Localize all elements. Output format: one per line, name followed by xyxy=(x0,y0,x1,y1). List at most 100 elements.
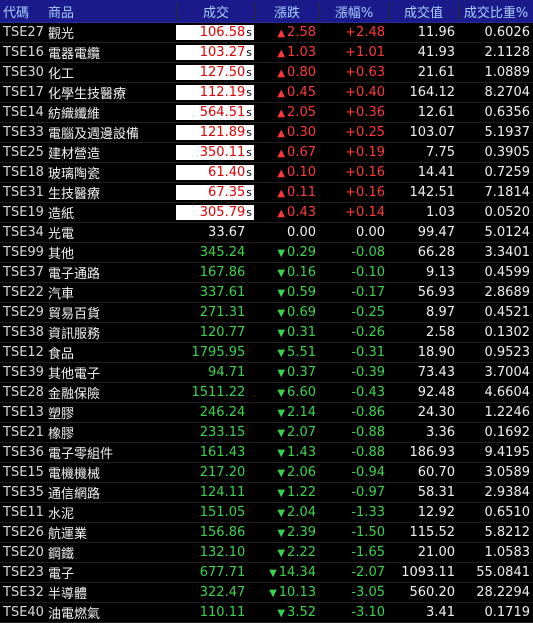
cell-code: TSE31 xyxy=(3,185,44,200)
table-row[interactable]: TSE31 生技醫療 67.35s ▲ 0.11 +0.16 142.51 7.1814 xyxy=(0,183,533,203)
table-row[interactable]: TSE15 電機機械 217.20s ▼ 2.06 -0.94 60.70 3.0589 xyxy=(0,463,533,483)
change-value: 0.59 xyxy=(287,285,316,300)
cell-price: 564.51s xyxy=(176,105,254,120)
table-row[interactable]: TSE37 電子通路 167.86s ▼ 0.16 -0.10 9.13 0.4599 xyxy=(0,263,533,283)
cell-code: TSE16 xyxy=(3,45,44,60)
cell-pct: +0.16 xyxy=(345,185,385,200)
down-triangle-icon: ▼ xyxy=(269,588,277,599)
price-value: 151.05 xyxy=(199,505,246,520)
cell-price: 1511.22s xyxy=(176,385,254,400)
col-header-change[interactable]: 漲跌 xyxy=(254,1,319,21)
table-row[interactable]: TSE39 其他電子 94.71s ▼ 0.37 -0.39 73.43 3.7004 xyxy=(0,363,533,383)
cell-name: 生技醫療 xyxy=(48,187,101,202)
cell-name: 貿易百貨 xyxy=(48,307,101,322)
change-value: 2.04 xyxy=(287,505,316,520)
price-suffix: s xyxy=(246,246,252,259)
table-row[interactable]: TSE27 觀光 106.58s ▲ 2.58 +2.48 11.96 0.6026 xyxy=(0,23,533,43)
cell-value: 186.93 xyxy=(409,445,456,460)
price-suffix: s xyxy=(246,346,252,359)
cell-value: 11.96 xyxy=(417,25,455,40)
change-value: 2.06 xyxy=(287,465,316,480)
down-triangle-icon: ▼ xyxy=(277,608,286,619)
price-value: 94.71 xyxy=(208,365,246,380)
price-value: 106.58 xyxy=(199,25,246,40)
col-header-ratio[interactable]: 成交比重% xyxy=(458,1,533,21)
cell-pct: +0.14 xyxy=(345,205,385,220)
table-row[interactable]: TSE13 塑膠 246.24s ▼ 2.14 -0.86 24.30 1.2246 xyxy=(0,403,533,423)
table-row[interactable]: TSE22 汽車 337.61s ▼ 0.59 -0.17 56.93 2.8689 xyxy=(0,283,533,303)
cell-price: 677.71s xyxy=(176,565,254,580)
cell-code: TSE21 xyxy=(3,425,44,440)
cell-value: 21.00 xyxy=(417,545,455,560)
price-value: 132.10 xyxy=(199,545,246,560)
table-row[interactable]: TSE21 橡膠 233.15s ▼ 2.07 -0.88 3.36 0.1692 xyxy=(0,423,533,443)
cell-value: 115.52 xyxy=(409,525,456,540)
table-row[interactable]: TSE23 電子 677.71s ▼ 14.34 -2.07 1093.11 55.0841 xyxy=(0,563,533,583)
cell-value: 9.13 xyxy=(426,265,455,280)
cell-value: 41.93 xyxy=(417,45,455,60)
table-row[interactable]: TSE12 食品 1795.95s ▼ 5.51 -0.31 18.90 0.9523 xyxy=(0,343,533,363)
table-row[interactable]: TSE17 化學生技醫療 112.19s ▲ 0.45 +0.40 164.12 8.2704 xyxy=(0,83,533,103)
cell-change: ▼ 10.13 xyxy=(254,585,319,600)
price-value: 120.77 xyxy=(199,325,246,340)
price-value: 337.61 xyxy=(199,285,246,300)
table-row[interactable]: TSE40 油電燃氣 110.11s ▼ 3.52 -3.10 3.41 0.1719 xyxy=(0,603,533,623)
cell-change: ▼ 0.59 xyxy=(254,285,319,300)
table-row[interactable]: TSE20 鋼鐵 132.10s ▼ 2.22 -1.65 21.00 1.0583 xyxy=(0,543,533,563)
table-row[interactable]: TSE11 水泥 151.05s ▼ 2.04 -1.33 12.92 0.6510 xyxy=(0,503,533,523)
cell-value: 56.93 xyxy=(417,285,455,300)
price-value: 246.24 xyxy=(199,405,246,420)
table-row[interactable]: TSE28 金融保險 1511.22s ▼ 6.60 -0.43 92.48 4.6604 xyxy=(0,383,533,403)
cell-code: TSE25 xyxy=(3,145,44,160)
table-row[interactable]: TSE35 通信網路 124.11s ▼ 1.22 -0.97 58.31 2.9384 xyxy=(0,483,533,503)
table-row[interactable]: TSE29 貿易百貨 271.31s ▼ 0.69 -0.25 8.97 0.4521 xyxy=(0,303,533,323)
cell-code: TSE27 xyxy=(3,25,44,40)
table-row[interactable]: TSE32 半導體 322.47s ▼ 10.13 -3.05 560.20 28.2294 xyxy=(0,583,533,603)
table-row[interactable]: TSE99 其他 345.24s ▼ 0.29 -0.08 66.28 3.3401 xyxy=(0,243,533,263)
up-triangle-icon: ▲ xyxy=(277,188,286,199)
col-header-name[interactable]: 商品 xyxy=(48,5,75,21)
table-row[interactable]: TSE19 造紙 305.79s ▲ 0.43 +0.14 1.03 0.0520 xyxy=(0,203,533,223)
cell-pct: -0.25 xyxy=(351,305,385,320)
cell-name: 電子通路 xyxy=(48,267,101,282)
cell-ratio: 3.0589 xyxy=(484,465,531,480)
table-row[interactable]: TSE36 電子零組件 161.43s ▼ 1.43 -0.88 186.93 9.4195 xyxy=(0,443,533,463)
cell-ratio: 0.4599 xyxy=(484,265,531,280)
cell-name: 塑膠 xyxy=(48,407,75,422)
table-row[interactable]: TSE18 玻璃陶瓷 61.40s ▲ 0.10 +0.16 14.41 0.7259 xyxy=(0,163,533,183)
cell-name: 光電 xyxy=(48,227,75,242)
table-row[interactable]: TSE25 建材營造 350.11s ▲ 0.67 +0.19 7.75 0.3905 xyxy=(0,143,533,163)
cell-ratio: 2.8689 xyxy=(484,285,531,300)
col-header-price[interactable]: 成交 xyxy=(176,1,254,21)
cell-code: TSE13 xyxy=(3,405,44,420)
cell-ratio: 28.2294 xyxy=(476,585,530,600)
cell-change: ▼ 2.14 xyxy=(254,405,319,420)
cell-value: 58.31 xyxy=(417,485,455,500)
table-row[interactable]: TSE34 光電 33.67s 0.00 0.00 99.47 5.0124 xyxy=(0,223,533,243)
cell-pct: -0.31 xyxy=(351,345,385,360)
table-row[interactable]: TSE14 紡織纖維 564.51s ▲ 2.05 +0.36 12.61 0.6356 xyxy=(0,103,533,123)
change-value: 0.10 xyxy=(287,165,316,180)
table-row[interactable]: TSE30 化工 127.50s ▲ 0.80 +0.63 21.61 1.0889 xyxy=(0,63,533,83)
table-row[interactable]: TSE33 電腦及週邊設備 121.89s ▲ 0.30 +0.25 103.07 5.193… xyxy=(0,123,533,143)
cell-ratio: 2.1128 xyxy=(484,45,531,60)
cell-name: 食品 xyxy=(48,347,75,362)
col-header-pct[interactable]: 漲幅% xyxy=(319,1,388,21)
col-header-code[interactable]: 代碼 xyxy=(3,5,30,21)
col-header-value[interactable]: 成交值 xyxy=(388,1,458,21)
table-row[interactable]: TSE38 資訊服務 120.77s ▼ 0.31 -0.26 2.58 0.1302 xyxy=(0,323,533,343)
cell-change: ▲ 0.67 xyxy=(254,145,319,160)
cell-name: 鋼鐵 xyxy=(48,547,75,562)
cell-price: 305.79s xyxy=(176,205,254,220)
price-suffix: s xyxy=(246,286,252,299)
up-triangle-icon: ▲ xyxy=(277,68,286,79)
down-triangle-icon: ▼ xyxy=(277,288,286,299)
price-suffix: s xyxy=(246,606,252,619)
cell-ratio: 0.6356 xyxy=(484,105,531,120)
table-row[interactable]: TSE26 航運業 156.86s ▼ 2.39 -1.50 115.52 5.8212 xyxy=(0,523,533,543)
table-row[interactable]: TSE16 電器電纜 103.27s ▲ 1.03 +1.01 41.93 2.1128 xyxy=(0,43,533,63)
up-triangle-icon: ▲ xyxy=(277,28,286,39)
cell-pct: +0.63 xyxy=(345,65,385,80)
cell-change: ▲ 0.11 xyxy=(254,185,319,200)
change-value: 1.22 xyxy=(287,485,316,500)
